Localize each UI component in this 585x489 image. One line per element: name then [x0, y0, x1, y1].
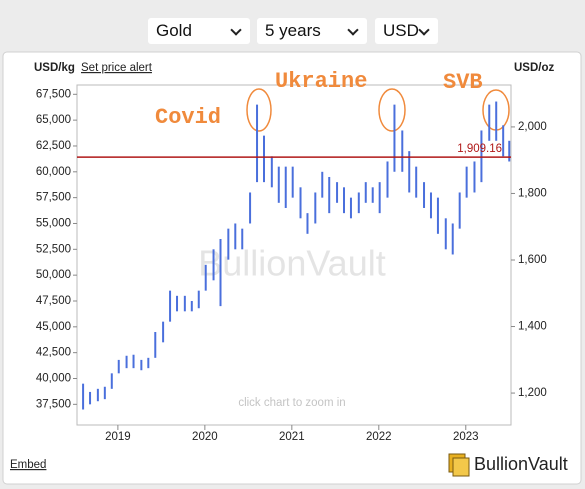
y-tick-label: 45,000	[36, 321, 71, 333]
embed-link[interactable]: Embed	[10, 459, 46, 471]
reference-label: 1,909.16	[457, 143, 502, 155]
annotation: Covid	[155, 105, 221, 130]
watermark: BullionVault	[198, 243, 385, 284]
y-tick-label: 62,500	[36, 140, 71, 152]
price-alert-link[interactable]: Set price alert	[81, 62, 153, 74]
brand: BullionVault	[474, 454, 568, 474]
y-tick-label: 37,500	[36, 398, 71, 410]
x-tick-label: 2021	[279, 431, 305, 443]
x-tick-label: 2022	[366, 431, 392, 443]
x-tick-label: 2023	[453, 431, 479, 443]
plot-frame	[76, 84, 512, 426]
y-tick-label: 57,500	[36, 192, 71, 204]
zoom-hint: click chart to zoom in	[238, 397, 345, 409]
y-tick-label: 47,500	[36, 295, 71, 307]
metal-select[interactable]: Gold	[148, 18, 250, 44]
y2-axis-label: USD/oz	[514, 62, 555, 74]
y-tick-label: 65,000	[36, 114, 71, 126]
y-tick-label: 67,500	[36, 88, 71, 100]
highlight-circle	[246, 88, 272, 132]
highlight-circle	[378, 88, 406, 132]
y2-tick-label: 2,000	[518, 121, 547, 133]
y2-tick-label: 1,400	[518, 321, 547, 333]
y2-tick-label: 1,600	[518, 254, 547, 266]
y-axis-label: USD/kg	[34, 62, 75, 74]
currency-select[interactable]: USD	[375, 18, 438, 44]
y2-tick-label: 1,800	[518, 187, 547, 199]
y2-tick-label: 1,200	[518, 387, 547, 399]
y-tick-label: 40,000	[36, 373, 71, 385]
y-tick-label: 42,500	[36, 347, 71, 359]
x-tick-label: 2019	[105, 431, 131, 443]
annotation: SVB	[443, 70, 483, 95]
logo-icon	[452, 457, 470, 477]
y-tick-label: 60,000	[36, 166, 71, 178]
panel	[2, 51, 582, 485]
period-select[interactable]: 5 years	[257, 18, 367, 44]
y-tick-label: 55,000	[36, 218, 71, 230]
annotation: Ukraine	[275, 69, 367, 94]
x-tick-label: 2020	[192, 431, 218, 443]
y-tick-label: 50,000	[36, 269, 71, 281]
y-tick-label: 52,500	[36, 243, 71, 255]
